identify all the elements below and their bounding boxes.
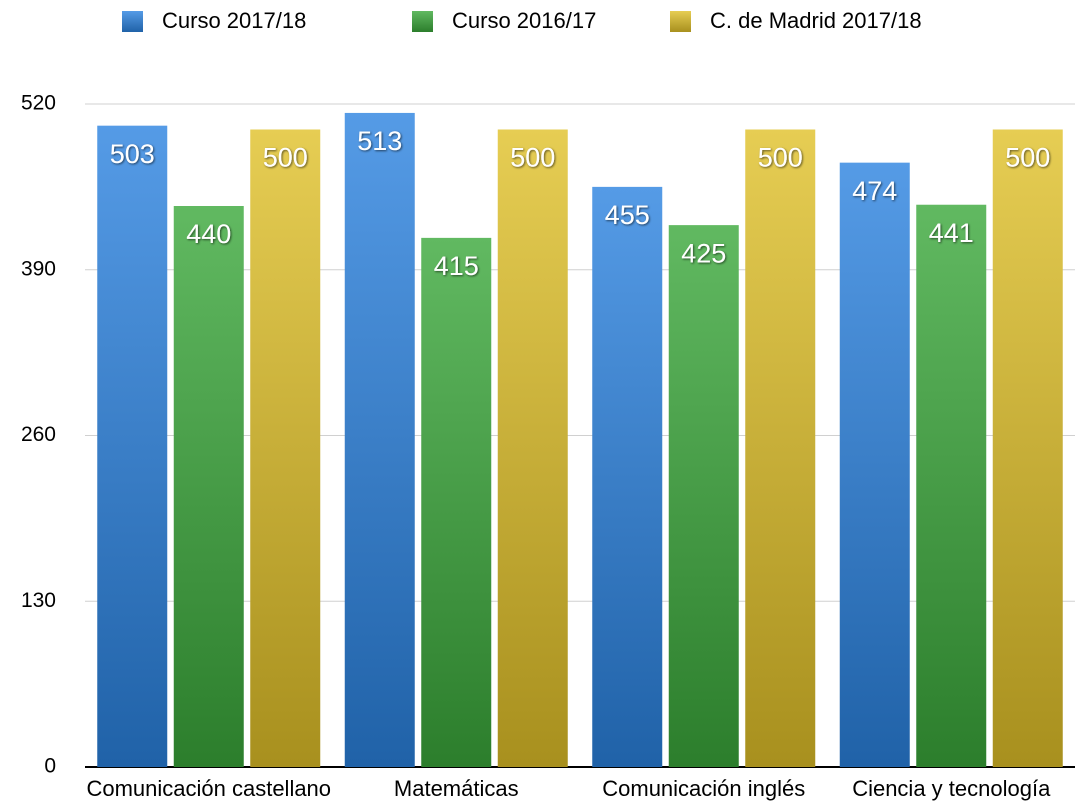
bar (344, 112, 415, 768)
x-tick-label: Comunicación castellano (86, 776, 331, 801)
value-label: 500 (758, 143, 803, 173)
x-tick-label: Comunicación inglés (602, 776, 805, 801)
value-label: 500 (1005, 143, 1050, 173)
value-label: 415 (434, 251, 479, 281)
y-tick-label: 390 (21, 257, 56, 280)
legend-label: Curso 2016/17 (452, 8, 596, 33)
y-tick-label: 260 (21, 423, 56, 446)
y-tick-label: 130 (21, 589, 56, 612)
y-tick-label: 0 (44, 755, 56, 778)
bar (497, 129, 568, 767)
legend-label: C. de Madrid 2017/18 (710, 8, 922, 33)
legend-swatch (670, 11, 691, 32)
value-label: 513 (357, 126, 402, 156)
value-label: 503 (110, 139, 155, 169)
bar (421, 237, 492, 767)
x-tick-label: Ciencia y tecnología (852, 776, 1051, 801)
value-label: 440 (186, 219, 231, 249)
bar (97, 125, 168, 768)
value-label: 425 (681, 238, 726, 268)
legend-label: Curso 2017/18 (162, 8, 306, 33)
bar (992, 129, 1063, 767)
legend-swatch (122, 11, 143, 32)
value-label: 455 (605, 200, 650, 230)
bar (173, 206, 244, 767)
value-label: 500 (510, 143, 555, 173)
bar (916, 204, 987, 768)
bar (839, 162, 910, 767)
value-label: 441 (929, 218, 974, 248)
value-label: 474 (852, 176, 897, 206)
value-label: 500 (263, 143, 308, 173)
bar (250, 129, 321, 767)
bar (592, 186, 663, 767)
y-tick-label: 520 (21, 92, 56, 115)
bar (668, 225, 739, 767)
x-tick-label: Matemáticas (394, 776, 519, 801)
legend-swatch (412, 11, 433, 32)
bar (745, 129, 816, 767)
